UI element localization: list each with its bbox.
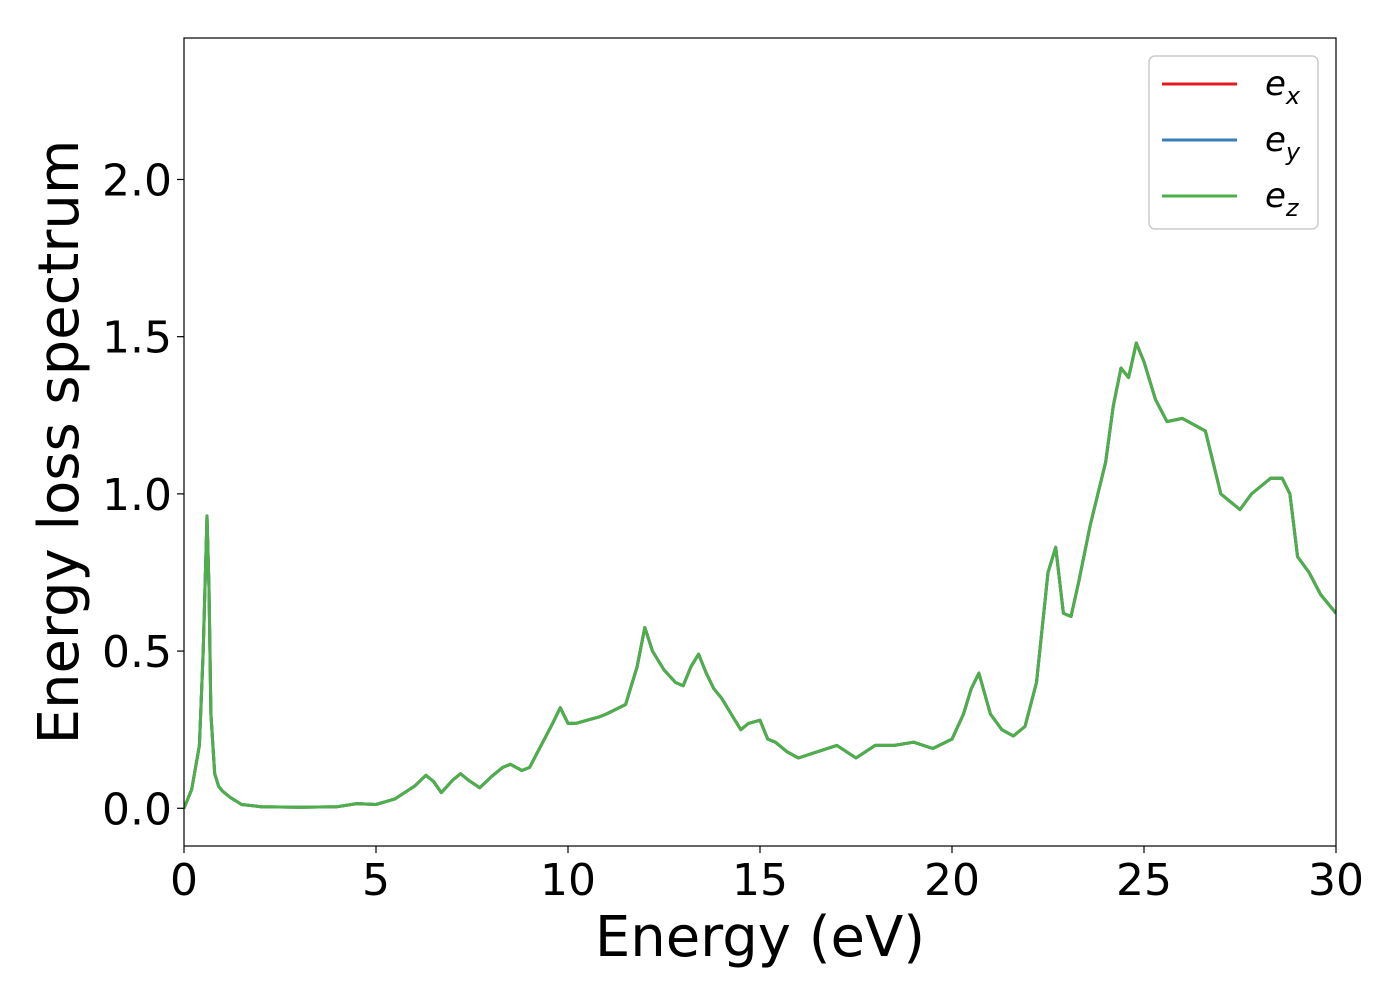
- y-axis-title: Energy loss spectrum: [27, 140, 92, 745]
- y-tick-label: 1.5: [102, 313, 172, 364]
- legend-label-z: ez: [1265, 176, 1300, 222]
- series-line-e-z: [184, 341, 1336, 809]
- x-axis-title: Energy (eV): [595, 905, 925, 970]
- legend-label-y: ey: [1265, 120, 1301, 166]
- x-tick-label: 25: [1116, 855, 1172, 906]
- x-tick-label: 10: [540, 855, 596, 906]
- legend-label-x: ex: [1265, 64, 1301, 110]
- y-tick-label: 2.0: [102, 155, 172, 206]
- y-tick-label: 1.0: [102, 470, 172, 521]
- y-axis-ticks: 0.0 0.5 1.0 1.5 2.0: [102, 155, 184, 835]
- x-axis-ticks: 0 5 10 15 20 25 30: [170, 846, 1364, 906]
- x-tick-label: 30: [1308, 855, 1364, 906]
- legend-box: [1148, 55, 1319, 230]
- plot-lines: [184, 341, 1336, 809]
- y-tick-label: 0.0: [102, 784, 172, 835]
- legend: ex ey ez: [1148, 55, 1319, 230]
- y-tick-label: 0.5: [102, 627, 172, 678]
- x-tick-label: 20: [924, 855, 980, 906]
- x-tick-label: 15: [732, 855, 788, 906]
- x-tick-label: 5: [362, 855, 390, 906]
- x-tick-label: 0: [170, 855, 198, 906]
